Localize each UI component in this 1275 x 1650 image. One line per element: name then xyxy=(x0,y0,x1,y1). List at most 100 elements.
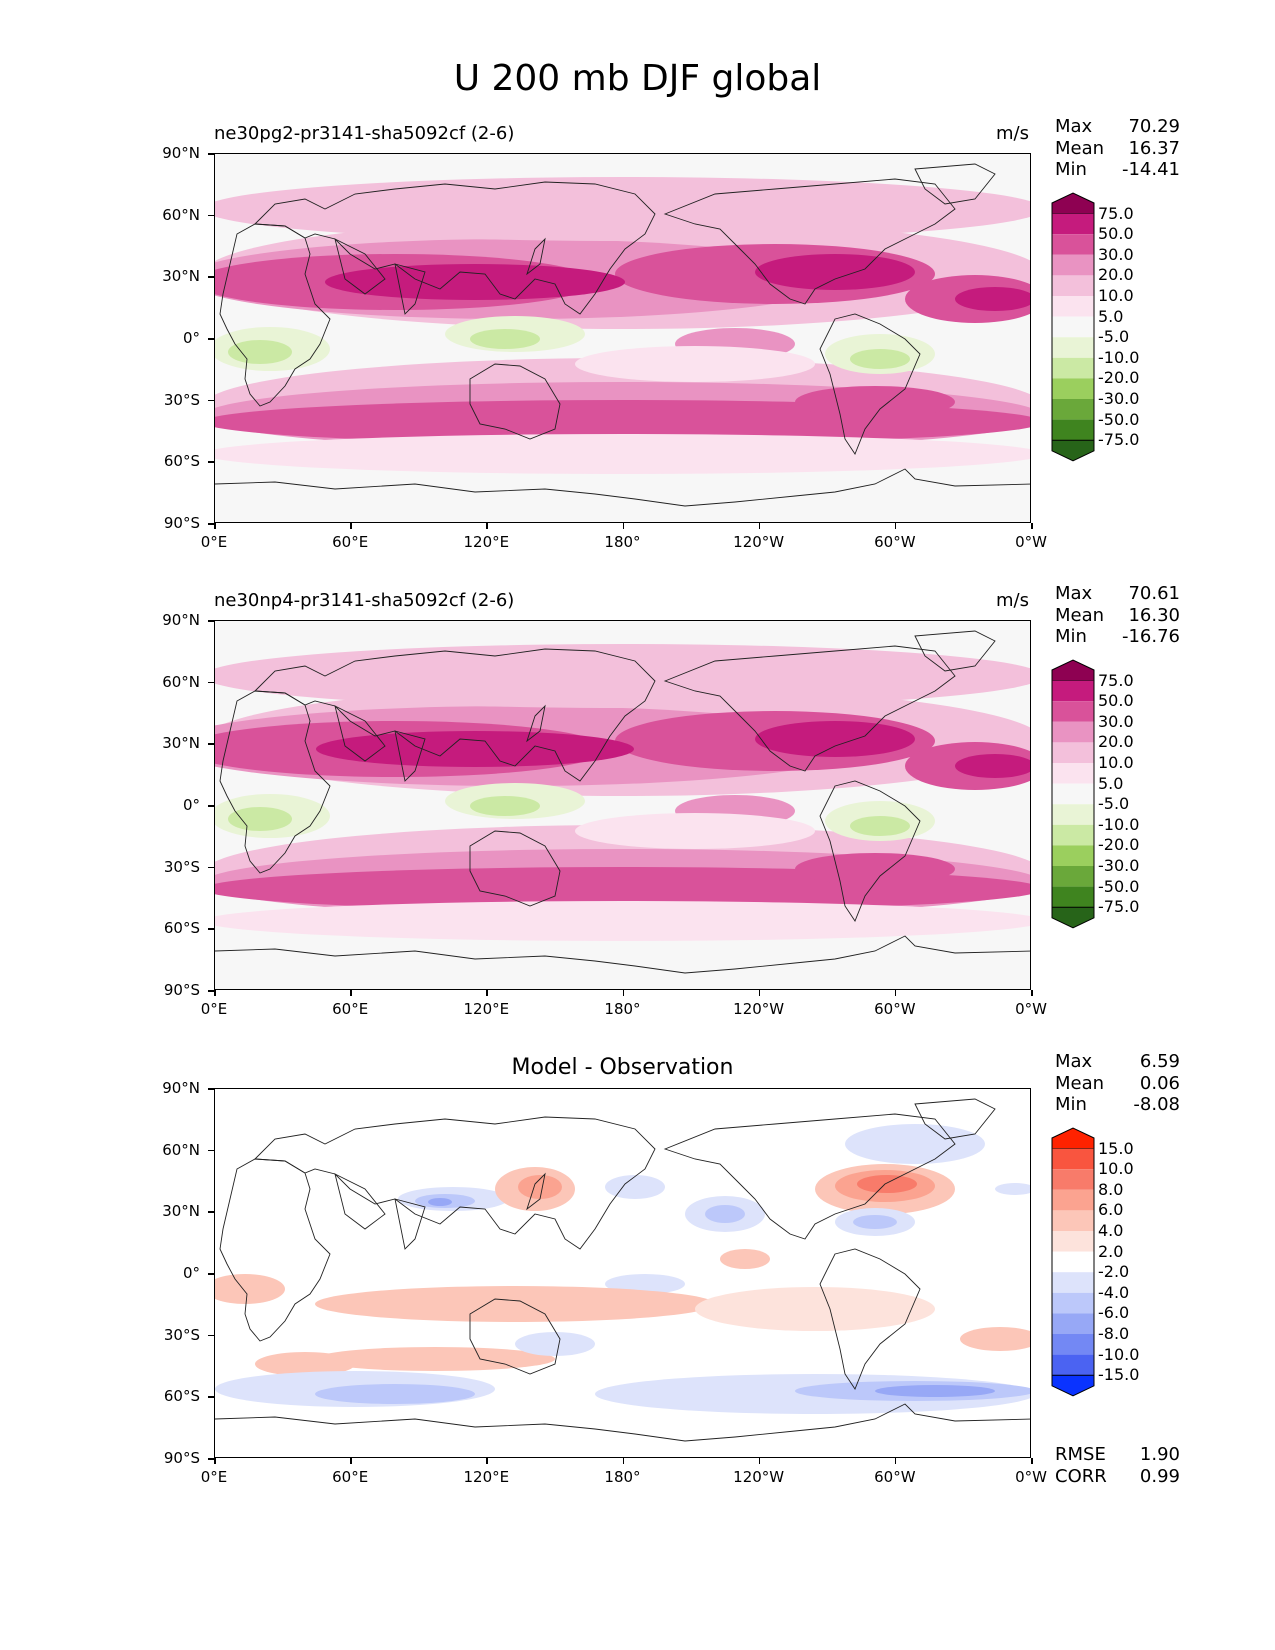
stat-row-max-3: Max 6.59 xyxy=(1055,1051,1180,1073)
stat-row-mean-3: Mean 0.06 xyxy=(1055,1073,1180,1095)
colorbar-segment-2-10 xyxy=(1052,845,1094,866)
coastline-1-10 xyxy=(215,468,1030,507)
x-tick-label-1-4: 180° xyxy=(604,533,641,551)
stat-min-label-3: Min xyxy=(1055,1094,1087,1116)
contour-region-2-22 xyxy=(575,813,815,849)
contour-region-2-13 xyxy=(215,644,1030,708)
coastline-2-6 xyxy=(526,704,546,743)
colorbar-segment-1-11 xyxy=(1052,399,1094,420)
contour-region-3-5 xyxy=(518,1175,562,1199)
stat-row-min-1: Min -14.41 xyxy=(1055,159,1180,181)
colorbar-level-3-8: -4.0 xyxy=(1098,1282,1130,1302)
contour-region-1-18 xyxy=(470,329,540,349)
x-tick-mark-3-3 xyxy=(486,1458,488,1464)
x-tick-mark-1-4 xyxy=(622,523,624,529)
x-tick-label-2-3: 120°E xyxy=(463,1000,510,1018)
coastline-2-2 xyxy=(253,648,656,782)
colorbar-level-3-5: 4.0 xyxy=(1098,1221,1124,1240)
colorbar-level-2-7: -5.0 xyxy=(1098,794,1130,814)
colorbar-segment-3-1 xyxy=(1051,1127,1095,1150)
stats-block-1: Max 70.29 Mean 16.37 Min -14.41 xyxy=(1055,116,1180,181)
coastline-3-2 xyxy=(253,1116,656,1250)
stat-mean-value-3: 0.06 xyxy=(1139,1072,1180,1094)
x-tick-mark-2-2 xyxy=(350,990,352,996)
contour-region-3-27 xyxy=(875,1385,995,1397)
colorbar-segment-1-4 xyxy=(1052,254,1094,276)
y-tick-label-2-7: 90°S xyxy=(163,981,200,999)
colorbar-segment-3-8 xyxy=(1052,1272,1094,1293)
coastline-3-7 xyxy=(663,1113,956,1240)
colorbar-segment-3-12 xyxy=(1052,1354,1094,1376)
coastline-2-7 xyxy=(663,645,956,772)
stats-block-2: Max 70.61 Mean 16.30 Min -16.76 xyxy=(1055,583,1180,648)
y-tick-label-3-2: 60°N xyxy=(162,1140,200,1159)
y-tick-label-2-5: 30°S xyxy=(163,857,200,876)
colorbar-level-1-12: -75.0 xyxy=(1098,430,1140,450)
y-tick-label-3-1: 90°N xyxy=(162,1079,200,1097)
x-tick-mark-2-6 xyxy=(894,990,897,996)
y-tick-mark-1-1 xyxy=(208,153,214,155)
extra-stats-block: RMSE 1.90 CORR 0.99 xyxy=(1055,1444,1180,1487)
y-tick-mark-3-2 xyxy=(208,1149,214,1152)
coastline-2-3 xyxy=(334,705,386,762)
colorbar-level-1-1: 75.0 xyxy=(1098,203,1134,223)
stat-min-value-2: -16.76 xyxy=(1121,626,1180,648)
colorbar-level-1-6: 5.0 xyxy=(1098,306,1124,326)
coastline-2-9 xyxy=(914,630,996,672)
colorbar-level-3-9: -6.0 xyxy=(1098,1303,1130,1323)
colorbar-segment-2-6 xyxy=(1052,763,1094,784)
coastline-3-10 xyxy=(215,1403,1030,1442)
stat-row-max-2: Max 70.61 xyxy=(1055,583,1180,605)
coastline-3-3 xyxy=(334,1173,386,1230)
map-title-3: Model - Observation xyxy=(511,1055,734,1080)
contour-region-3-6 xyxy=(605,1175,665,1199)
contour-region-1-12 xyxy=(795,386,955,418)
stat-mean-label-2: Mean xyxy=(1055,604,1105,626)
colorbar-segment-1-6 xyxy=(1052,296,1094,317)
coastline-3-1 xyxy=(219,1158,331,1342)
x-tick-label-3-6: 60°W xyxy=(874,1468,916,1486)
stat-row-rmse: RMSE 1.90 xyxy=(1055,1444,1180,1466)
x-tick-label-2-7: 0°W xyxy=(1015,1000,1047,1018)
colorbar-segment-2-2 xyxy=(1052,680,1094,702)
y-tick-mark-3-4 xyxy=(208,1273,214,1275)
contour-region-2-18 xyxy=(470,796,540,816)
contour-region-3-21 xyxy=(315,1347,555,1371)
y-tick-label-3-5: 30°S xyxy=(163,1325,200,1344)
y-tick-mark-1-7 xyxy=(208,523,214,525)
contour-region-2-8 xyxy=(955,754,1030,778)
y-tick-mark-1-5 xyxy=(208,399,214,402)
y-tick-label-2-1: 90°N xyxy=(162,611,200,629)
y-tick-label-3-6: 60°S xyxy=(163,1387,200,1406)
map-field-1 xyxy=(215,154,1030,522)
map-field-3 xyxy=(215,1089,1030,1457)
coastline-1-2 xyxy=(253,181,656,315)
y-tick-label-2-6: 60°S xyxy=(163,919,200,938)
x-tick-mark-1-7 xyxy=(1031,523,1033,529)
x-tick-label-3-5: 120°W xyxy=(733,1468,785,1486)
colorbar-level-2-3: 30.0 xyxy=(1098,711,1134,731)
y-tick-mark-2-5 xyxy=(208,866,214,869)
colorbar-level-3-7: -2.0 xyxy=(1098,1262,1130,1282)
x-tick-mark-2-5 xyxy=(758,990,761,996)
y-tick-mark-2-3 xyxy=(208,743,214,745)
x-tick-label-2-2: 60°E xyxy=(332,1000,369,1018)
stat-min-label-1: Min xyxy=(1055,159,1087,181)
stat-mean-value-1: 16.37 xyxy=(1128,137,1180,159)
colorbar-segment-2-1 xyxy=(1051,659,1095,682)
colorbar-level-3-10: -8.0 xyxy=(1098,1324,1130,1343)
x-tick-mark-2-4 xyxy=(622,990,624,996)
stat-mean-label-1: Mean xyxy=(1055,137,1105,159)
map-title-1: ne30pg2-pr3141-sha5092cf (2-6) xyxy=(214,123,515,144)
stats-block-3: Max 6.59 Mean 0.06 Min -8.08 xyxy=(1055,1051,1180,1116)
x-tick-mark-1-2 xyxy=(350,523,352,529)
y-tick-mark-3-3 xyxy=(208,1211,214,1213)
contour-region-3-17 xyxy=(315,1286,715,1322)
colorbar-segment-2-9 xyxy=(1052,824,1094,846)
colorbar-level-1-9: -20.0 xyxy=(1098,368,1140,388)
colorbar-segment-3-5 xyxy=(1052,1210,1094,1231)
stat-max-value-3: 6.59 xyxy=(1139,1051,1180,1072)
contour-region-1-22 xyxy=(575,346,815,382)
stat-mean-value-2: 16.30 xyxy=(1128,604,1180,626)
units-label-1: m/s xyxy=(996,123,1029,144)
